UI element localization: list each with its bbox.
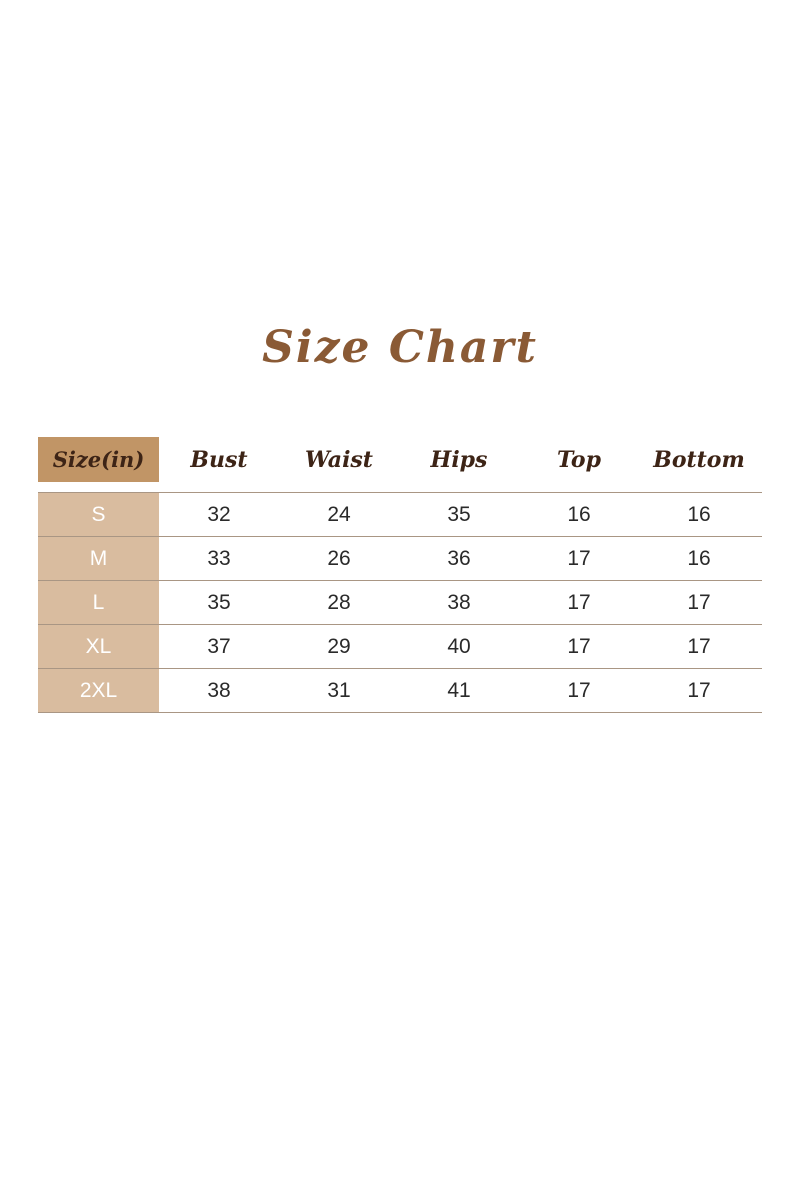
cell-waist: 24 [327, 502, 351, 526]
cell-hips: 38 [447, 590, 471, 614]
cell-hips: 40 [447, 634, 471, 658]
table-row: L 35 28 38 17 17 [38, 580, 762, 624]
table-row: 2XL 38 31 41 17 17 [38, 668, 762, 713]
cell-top: 16 [567, 502, 591, 526]
header-bust: Bust [190, 446, 248, 473]
header-waist: Waist [305, 446, 373, 473]
table-row: XL 37 29 40 17 17 [38, 624, 762, 668]
cell-bottom: 17 [687, 634, 711, 658]
table-header: Size(in) Bust Waist Hips Top Bottom [38, 437, 762, 482]
header-bottom: Bottom [653, 446, 745, 473]
cell-bottom: 16 [687, 502, 711, 526]
cell-bust: 33 [207, 546, 231, 570]
cell-bottom: 17 [687, 678, 711, 702]
cell-bust: 37 [207, 634, 231, 658]
cell-top: 17 [567, 546, 591, 570]
cell-size: M [38, 537, 159, 580]
cell-hips: 41 [447, 678, 471, 702]
table-row: S 32 24 35 16 16 [38, 492, 762, 536]
cell-size: XL [38, 625, 159, 668]
cell-top: 17 [567, 678, 591, 702]
page-title: Size Chart [262, 322, 538, 373]
cell-size: 2XL [38, 669, 159, 712]
cell-waist: 26 [327, 546, 351, 570]
cell-size: S [38, 493, 159, 536]
cell-hips: 36 [447, 546, 471, 570]
header-size: Size(in) [38, 437, 159, 482]
cell-bust: 35 [207, 590, 231, 614]
cell-size: L [38, 581, 159, 624]
cell-waist: 31 [327, 678, 351, 702]
cell-top: 17 [567, 590, 591, 614]
cell-bottom: 17 [687, 590, 711, 614]
cell-hips: 35 [447, 502, 471, 526]
cell-top: 17 [567, 634, 591, 658]
table-row: M 33 26 36 17 16 [38, 536, 762, 580]
cell-bust: 32 [207, 502, 231, 526]
table-body: S 32 24 35 16 16 M 33 26 36 17 16 L 35 28 38 17 17 XL 37 29 4… [38, 492, 762, 713]
header-top: Top [557, 446, 601, 473]
cell-waist: 28 [327, 590, 351, 614]
cell-bust: 38 [207, 678, 231, 702]
header-hips: Hips [430, 446, 488, 473]
cell-bottom: 16 [687, 546, 711, 570]
cell-waist: 29 [327, 634, 351, 658]
